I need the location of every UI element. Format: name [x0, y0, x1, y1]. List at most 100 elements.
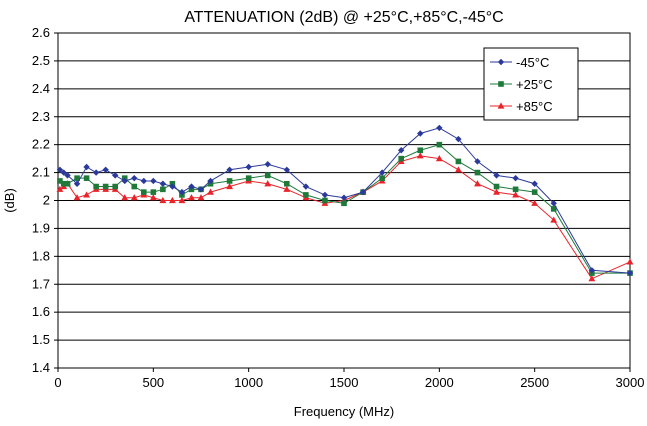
- y-tick-label: 1.9: [32, 220, 50, 235]
- y-tick-label: 2.2: [32, 137, 50, 152]
- data-point: [417, 147, 424, 154]
- legend-entry: +85°C: [490, 99, 553, 114]
- data-point: [150, 189, 157, 195]
- legend-label: +25°C: [516, 77, 553, 92]
- data-point: [197, 186, 205, 193]
- x-tick-label: 500: [142, 375, 164, 390]
- y-tick-label: 2.3: [32, 109, 50, 124]
- data-point: [149, 194, 157, 201]
- data-point: [340, 194, 348, 201]
- y-tick-label: 1.6: [32, 304, 50, 319]
- data-point: [159, 180, 167, 187]
- data-point: [74, 175, 80, 181]
- x-tick-label: 1000: [234, 375, 263, 390]
- x-axis: 0 500 1000 1500 2000 2500 3000: [54, 368, 644, 390]
- data-point: [341, 200, 347, 207]
- x-axis-title: Frequency (MHz): [294, 404, 394, 419]
- data-point: [102, 183, 109, 190]
- data-point: [283, 185, 291, 192]
- data-point: [121, 177, 128, 185]
- data-point: [531, 180, 538, 187]
- y-axis-title: (dB): [2, 188, 17, 213]
- data-point: [379, 175, 385, 181]
- data-point: [93, 183, 99, 190]
- series-3: [56, 152, 634, 282]
- series-1: [56, 124, 634, 277]
- x-tick-label: 1500: [330, 375, 359, 390]
- data-point: [264, 172, 271, 179]
- data-point: [531, 189, 538, 195]
- data-point: [130, 194, 138, 201]
- data-point: [435, 155, 443, 162]
- data-point: [160, 186, 166, 193]
- data-point: [474, 169, 481, 176]
- data-point: [264, 161, 271, 168]
- data-point: [188, 183, 195, 190]
- data-point: [359, 188, 367, 196]
- series-group: [56, 124, 634, 282]
- y-tick-label: 2.5: [32, 53, 50, 68]
- data-point: [455, 166, 462, 173]
- data-point: [512, 191, 519, 198]
- data-point: [588, 267, 596, 274]
- data-point: [493, 183, 500, 190]
- data-point: [284, 180, 290, 187]
- data-point: [226, 178, 233, 184]
- data-point: [207, 177, 214, 185]
- data-point: [398, 155, 404, 162]
- data-point: [226, 182, 233, 190]
- data-point: [159, 196, 167, 204]
- y-tick-label: 1.7: [32, 276, 50, 291]
- data-point: [73, 194, 81, 201]
- x-tick-label: 0: [54, 375, 61, 390]
- data-point: [455, 158, 462, 165]
- x-tick-label: 2500: [520, 375, 549, 390]
- data-point: [83, 191, 90, 198]
- data-point: [92, 169, 100, 176]
- data-point: [64, 172, 71, 179]
- data-point: [378, 169, 386, 176]
- data-point: [226, 166, 233, 173]
- data-point: [197, 194, 205, 201]
- y-tick-label: 2: [43, 193, 50, 208]
- data-point: [64, 180, 71, 187]
- series-line: [59, 144, 630, 274]
- chart-title: ATTENUATION (2dB) @ +25°C,+85°C,-45°C: [184, 9, 503, 26]
- data-point: [121, 194, 129, 201]
- data-point: [56, 166, 64, 173]
- data-point: [112, 172, 119, 179]
- data-point: [264, 180, 272, 187]
- legend-entry: +25°C: [490, 77, 553, 92]
- y-tick-label: 1.5: [32, 332, 50, 347]
- data-point: [245, 163, 252, 171]
- legend: -45°C +25°C +85°C: [483, 47, 579, 121]
- data-point: [498, 81, 504, 87]
- y-tick-label: 2.1: [32, 165, 50, 180]
- data-point: [83, 175, 90, 181]
- data-point: [626, 258, 634, 265]
- data-point: [436, 141, 443, 148]
- data-point: [398, 147, 405, 154]
- legend-label: +85°C: [516, 99, 553, 114]
- data-point: [131, 174, 138, 182]
- data-point: [303, 192, 309, 198]
- legend-label: -45°C: [516, 55, 549, 70]
- data-point: [588, 275, 596, 282]
- data-point: [60, 169, 67, 176]
- data-point: [245, 175, 252, 181]
- data-point: [169, 196, 176, 204]
- data-point: [178, 188, 186, 196]
- data-point: [207, 188, 214, 195]
- data-point: [531, 199, 539, 206]
- series-2: [57, 141, 633, 276]
- data-point: [102, 166, 109, 173]
- data-point: [322, 197, 328, 204]
- data-point: [60, 180, 67, 187]
- data-point: [493, 188, 500, 195]
- data-point: [550, 206, 557, 212]
- data-point: [626, 269, 634, 277]
- data-point: [302, 183, 310, 190]
- data-point: [474, 180, 481, 187]
- data-point: [178, 196, 186, 204]
- y-tick-label: 2.4: [32, 81, 50, 96]
